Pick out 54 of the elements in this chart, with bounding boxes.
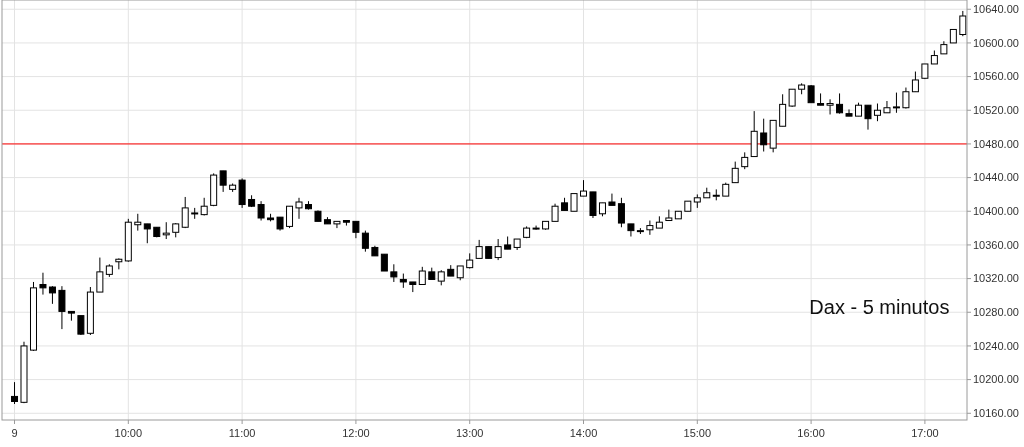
candlestick — [143, 223, 151, 244]
candlestick — [77, 315, 85, 336]
candlestick — [286, 205, 294, 229]
y-tick-label: 10160.00 — [973, 407, 1019, 420]
y-tick-label: 10200.00 — [973, 373, 1019, 386]
candlestick — [589, 191, 597, 219]
candlestick — [779, 93, 787, 127]
candlestick — [617, 197, 625, 228]
candlestick — [181, 196, 189, 229]
annotation: Dax - 5 minutos — [809, 296, 950, 319]
x-tick-label: 14:00 — [569, 427, 598, 439]
candlestick — [845, 108, 853, 117]
candlestick — [911, 71, 919, 93]
candlestick — [39, 272, 47, 296]
x-tick-label: 16:00 — [797, 427, 825, 439]
candlestick — [295, 197, 303, 220]
y-tick-label: 10280.00 — [973, 306, 1019, 319]
candlestick — [58, 285, 66, 330]
candlestick — [760, 118, 768, 152]
y-tick-label: 10560.00 — [973, 70, 1019, 83]
x-tick-label: 10:00 — [114, 427, 143, 439]
candlestick — [892, 92, 900, 114]
y-tick-label: 10640.00 — [973, 3, 1019, 16]
candlestick — [902, 87, 910, 110]
x-tick-label: 11:00 — [228, 427, 256, 439]
candlestick — [219, 170, 227, 193]
candlestick — [627, 223, 635, 238]
y-tick-label: 10480.00 — [973, 137, 1019, 150]
y-tick-label: 10360.00 — [973, 238, 1019, 251]
candlestick — [494, 238, 502, 261]
candlestick — [731, 161, 739, 184]
candlestick — [361, 230, 369, 253]
y-tick-label: 10520.00 — [973, 104, 1019, 117]
candlestick — [665, 209, 673, 222]
candlestick — [257, 200, 265, 222]
candlestick — [864, 104, 872, 131]
x-tick-label: 15:00 — [683, 427, 712, 439]
y-tick-label: 10320.00 — [973, 272, 1019, 285]
y-tick-label: 10400.00 — [973, 205, 1019, 218]
candlestick — [11, 381, 19, 405]
y-tick-label: 10600.00 — [973, 36, 1019, 49]
x-tick-label: 12:00 — [342, 427, 370, 439]
y-tick-label: 10240.00 — [973, 339, 1019, 352]
x-tick-label: 9 — [11, 427, 18, 439]
candlestick — [475, 239, 483, 259]
candlestick — [608, 193, 616, 206]
candlestick — [836, 92, 844, 115]
candlestick — [646, 220, 654, 236]
candlestick — [96, 257, 104, 293]
y-tick-label: 10440.00 — [973, 171, 1019, 184]
candlestick — [883, 100, 891, 114]
candlestick — [826, 98, 834, 115]
x-tick-label: 13:00 — [455, 427, 484, 439]
x-tick-label: 17:00 — [911, 427, 939, 439]
